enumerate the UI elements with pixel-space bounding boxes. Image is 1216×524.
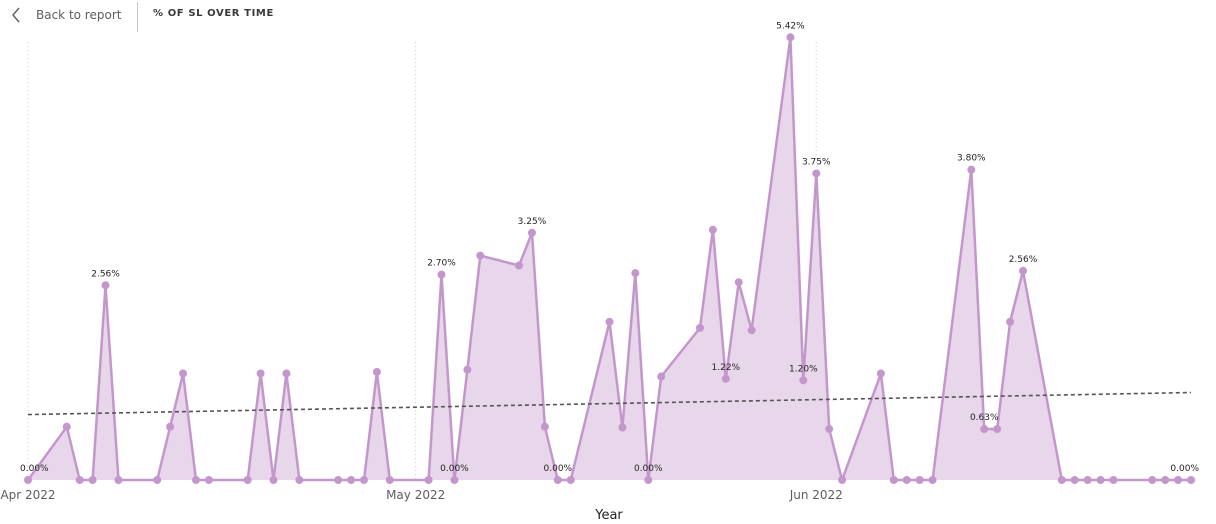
data-point[interactable] xyxy=(747,326,756,335)
data-point[interactable] xyxy=(88,476,97,484)
page-title: % OF SL OVER TIME xyxy=(153,8,274,19)
data-point[interactable] xyxy=(967,165,976,174)
data-labels: 0.00% 2.56% 2.70% 0.00% 3.25% 0.00% 0.00% 1.22%… xyxy=(20,21,1199,474)
data-label: 0.00% xyxy=(440,464,469,474)
data-label: 0.00% xyxy=(634,464,663,474)
data-point[interactable] xyxy=(631,269,640,278)
data-point[interactable] xyxy=(1174,476,1183,484)
header-divider xyxy=(137,2,138,32)
data-point[interactable] xyxy=(527,228,536,237)
data-point[interactable] xyxy=(243,476,252,484)
data-point[interactable] xyxy=(657,372,666,381)
data-point[interactable] xyxy=(825,425,834,434)
data-point[interactable] xyxy=(450,476,459,484)
trend-line xyxy=(27,391,1192,416)
data-point[interactable] xyxy=(24,476,32,484)
data-point[interactable] xyxy=(179,369,188,378)
data-point[interactable] xyxy=(476,251,485,260)
data-point[interactable] xyxy=(347,476,356,484)
data-point[interactable] xyxy=(708,225,717,234)
data-point[interactable] xyxy=(1019,266,1028,275)
data-point[interactable] xyxy=(256,369,265,378)
data-point[interactable] xyxy=(799,376,808,385)
data-point[interactable] xyxy=(644,476,653,484)
data-point[interactable] xyxy=(463,365,472,374)
data-point[interactable] xyxy=(75,476,84,484)
data-label: 2.56% xyxy=(91,269,120,279)
data-point[interactable] xyxy=(1109,476,1118,484)
data-point[interactable] xyxy=(915,476,924,484)
data-point[interactable] xyxy=(980,425,989,434)
data-point[interactable] xyxy=(166,422,175,431)
data-point[interactable] xyxy=(605,317,614,326)
data-point[interactable] xyxy=(114,476,123,484)
back-to-report-button[interactable]: Back to report xyxy=(10,2,121,28)
data-point[interactable] xyxy=(1148,476,1157,484)
data-label: 5.42% xyxy=(776,21,805,31)
x-tick-label: Jun 2022 xyxy=(789,488,843,502)
data-point[interactable] xyxy=(515,261,524,270)
data-point[interactable] xyxy=(1057,476,1066,484)
data-label: 3.25% xyxy=(518,217,547,227)
chevron-left-icon xyxy=(10,6,22,24)
x-axis-title: Year xyxy=(594,508,623,523)
data-label: 3.80% xyxy=(957,154,986,164)
data-point[interactable] xyxy=(1096,476,1105,484)
data-point[interactable] xyxy=(812,169,821,178)
data-point[interactable] xyxy=(540,422,549,431)
data-point[interactable] xyxy=(101,281,110,290)
data-point[interactable] xyxy=(1006,317,1015,326)
data-label: 0.63% xyxy=(970,413,999,423)
data-point[interactable] xyxy=(334,476,343,484)
data-point[interactable] xyxy=(1187,476,1195,484)
data-point[interactable] xyxy=(553,476,562,484)
data-point[interactable] xyxy=(928,476,937,484)
back-to-report-label: Back to report xyxy=(36,8,122,22)
data-point[interactable] xyxy=(191,476,200,484)
data-point[interactable] xyxy=(204,476,213,484)
data-point[interactable] xyxy=(889,476,898,484)
data-point[interactable] xyxy=(786,33,795,42)
data-point[interactable] xyxy=(734,278,743,287)
x-tick-label: Apr 2022 xyxy=(0,488,55,502)
data-point[interactable] xyxy=(1083,476,1092,484)
data-label: 3.75% xyxy=(802,157,831,167)
data-point[interactable] xyxy=(62,422,71,431)
data-point[interactable] xyxy=(424,476,433,484)
data-label: 0.00% xyxy=(544,464,573,474)
data-point[interactable] xyxy=(566,476,575,484)
data-point[interactable] xyxy=(618,423,627,432)
data-point[interactable] xyxy=(295,476,304,484)
data-point[interactable] xyxy=(385,476,394,484)
data-point[interactable] xyxy=(1161,476,1170,484)
data-point[interactable] xyxy=(372,367,381,376)
data-point[interactable] xyxy=(902,476,911,484)
data-point[interactable] xyxy=(1070,476,1079,484)
data-label: 2.70% xyxy=(427,259,456,269)
data-point[interactable] xyxy=(282,369,291,378)
data-point[interactable] xyxy=(876,369,885,378)
x-tick-label: May 2022 xyxy=(386,488,445,502)
data-label: 0.00% xyxy=(1170,464,1199,474)
data-point[interactable] xyxy=(153,476,162,484)
data-point[interactable] xyxy=(721,374,730,383)
data-point[interactable] xyxy=(695,323,704,332)
data-point[interactable] xyxy=(269,476,278,484)
data-point[interactable] xyxy=(359,476,368,484)
top-bar: Back to report % OF SL OVER TIME xyxy=(0,0,1216,32)
data-point[interactable] xyxy=(993,425,1002,434)
data-label: 2.56% xyxy=(1009,255,1038,265)
data-label: 1.20% xyxy=(789,364,818,374)
data-point[interactable] xyxy=(838,476,847,484)
series-area xyxy=(28,37,1191,481)
x-axis-ticks: Apr 2022 May 2022 Jun 2022 xyxy=(0,488,842,502)
data-points xyxy=(24,33,1195,484)
data-label: 0.00% xyxy=(20,464,49,474)
data-point[interactable] xyxy=(437,270,446,279)
data-label: 1.22% xyxy=(712,363,741,373)
